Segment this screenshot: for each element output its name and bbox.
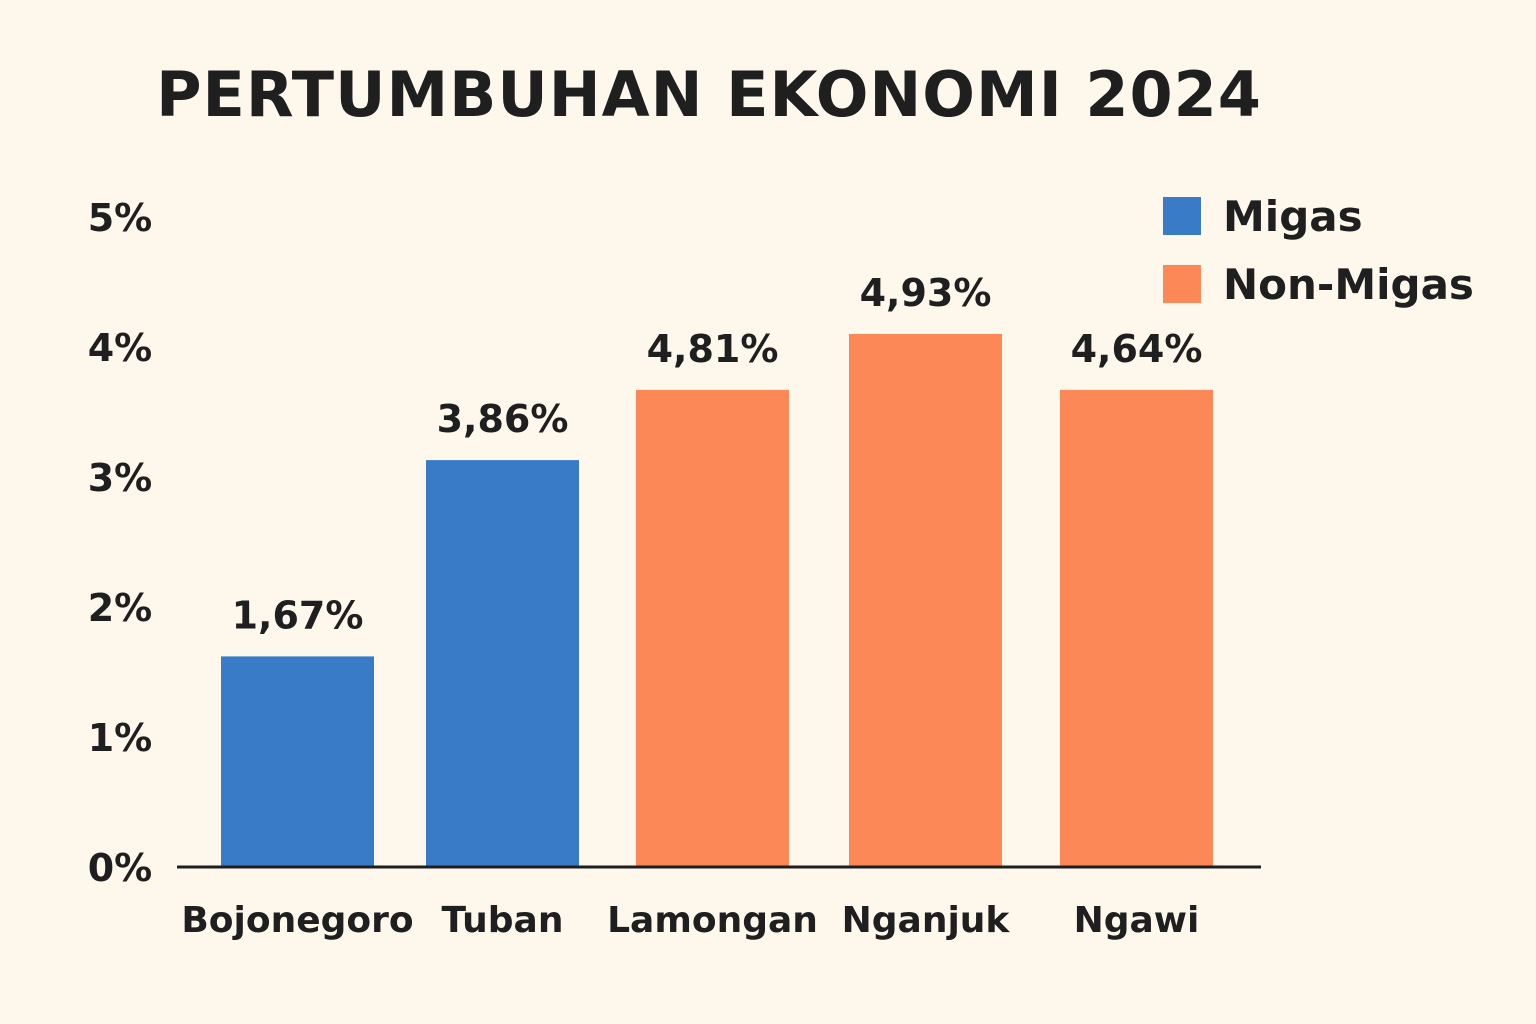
value-label-lamongan: 4,81% [647, 327, 779, 371]
y-tick-label: 4% [88, 326, 153, 370]
legend-label-non-migas: Non-Migas [1223, 259, 1474, 309]
y-tick-label: 0% [88, 846, 153, 890]
legend-item-migas: Migas [1163, 191, 1474, 241]
y-tick-label: 2% [88, 586, 153, 630]
bar-tuban [426, 460, 579, 867]
legend-swatch-non-migas [1163, 265, 1201, 303]
legend-swatch-migas [1163, 197, 1201, 235]
value-label-ngawi: 4,64% [1071, 327, 1203, 371]
legend: Migas Non-Migas [1163, 192, 1474, 328]
y-tick-label: 3% [88, 456, 153, 500]
category-labels: Bojonegoro Tuban Lamongan Nganjuk Ngawi [181, 900, 1199, 941]
bars [221, 334, 1213, 867]
bar-lamongan [636, 389, 789, 867]
value-label-bojonegoro: 1,67% [232, 593, 364, 637]
category-label-ngawi: Ngawi [1074, 900, 1200, 941]
value-label-tuban: 3,86% [437, 397, 569, 441]
legend-label-migas: Migas [1223, 191, 1363, 241]
category-label-bojonegoro: Bojonegoro [181, 900, 413, 941]
legend-item-non-migas: Non-Migas [1163, 259, 1474, 309]
value-labels: 1,67% 3,86% 4,81% 4,93% 4,64% [232, 271, 1203, 637]
chart-title: PERTUMBUHAN EKONOMI 2024 [156, 58, 1262, 131]
category-label-lamongan: Lamongan [607, 900, 818, 941]
y-tick-label: 1% [88, 716, 153, 760]
category-label-nganjuk: Nganjuk [842, 900, 1011, 941]
bar-ngawi [1060, 389, 1213, 867]
bar-nganjuk [849, 334, 1002, 867]
bar-bojonegoro [221, 656, 374, 867]
value-label-nganjuk: 4,93% [860, 271, 992, 315]
y-axis-ticks: 0% 1% 2% 3% 4% 5% [88, 196, 153, 890]
category-label-tuban: Tuban [442, 900, 564, 941]
y-tick-label: 5% [88, 196, 153, 240]
